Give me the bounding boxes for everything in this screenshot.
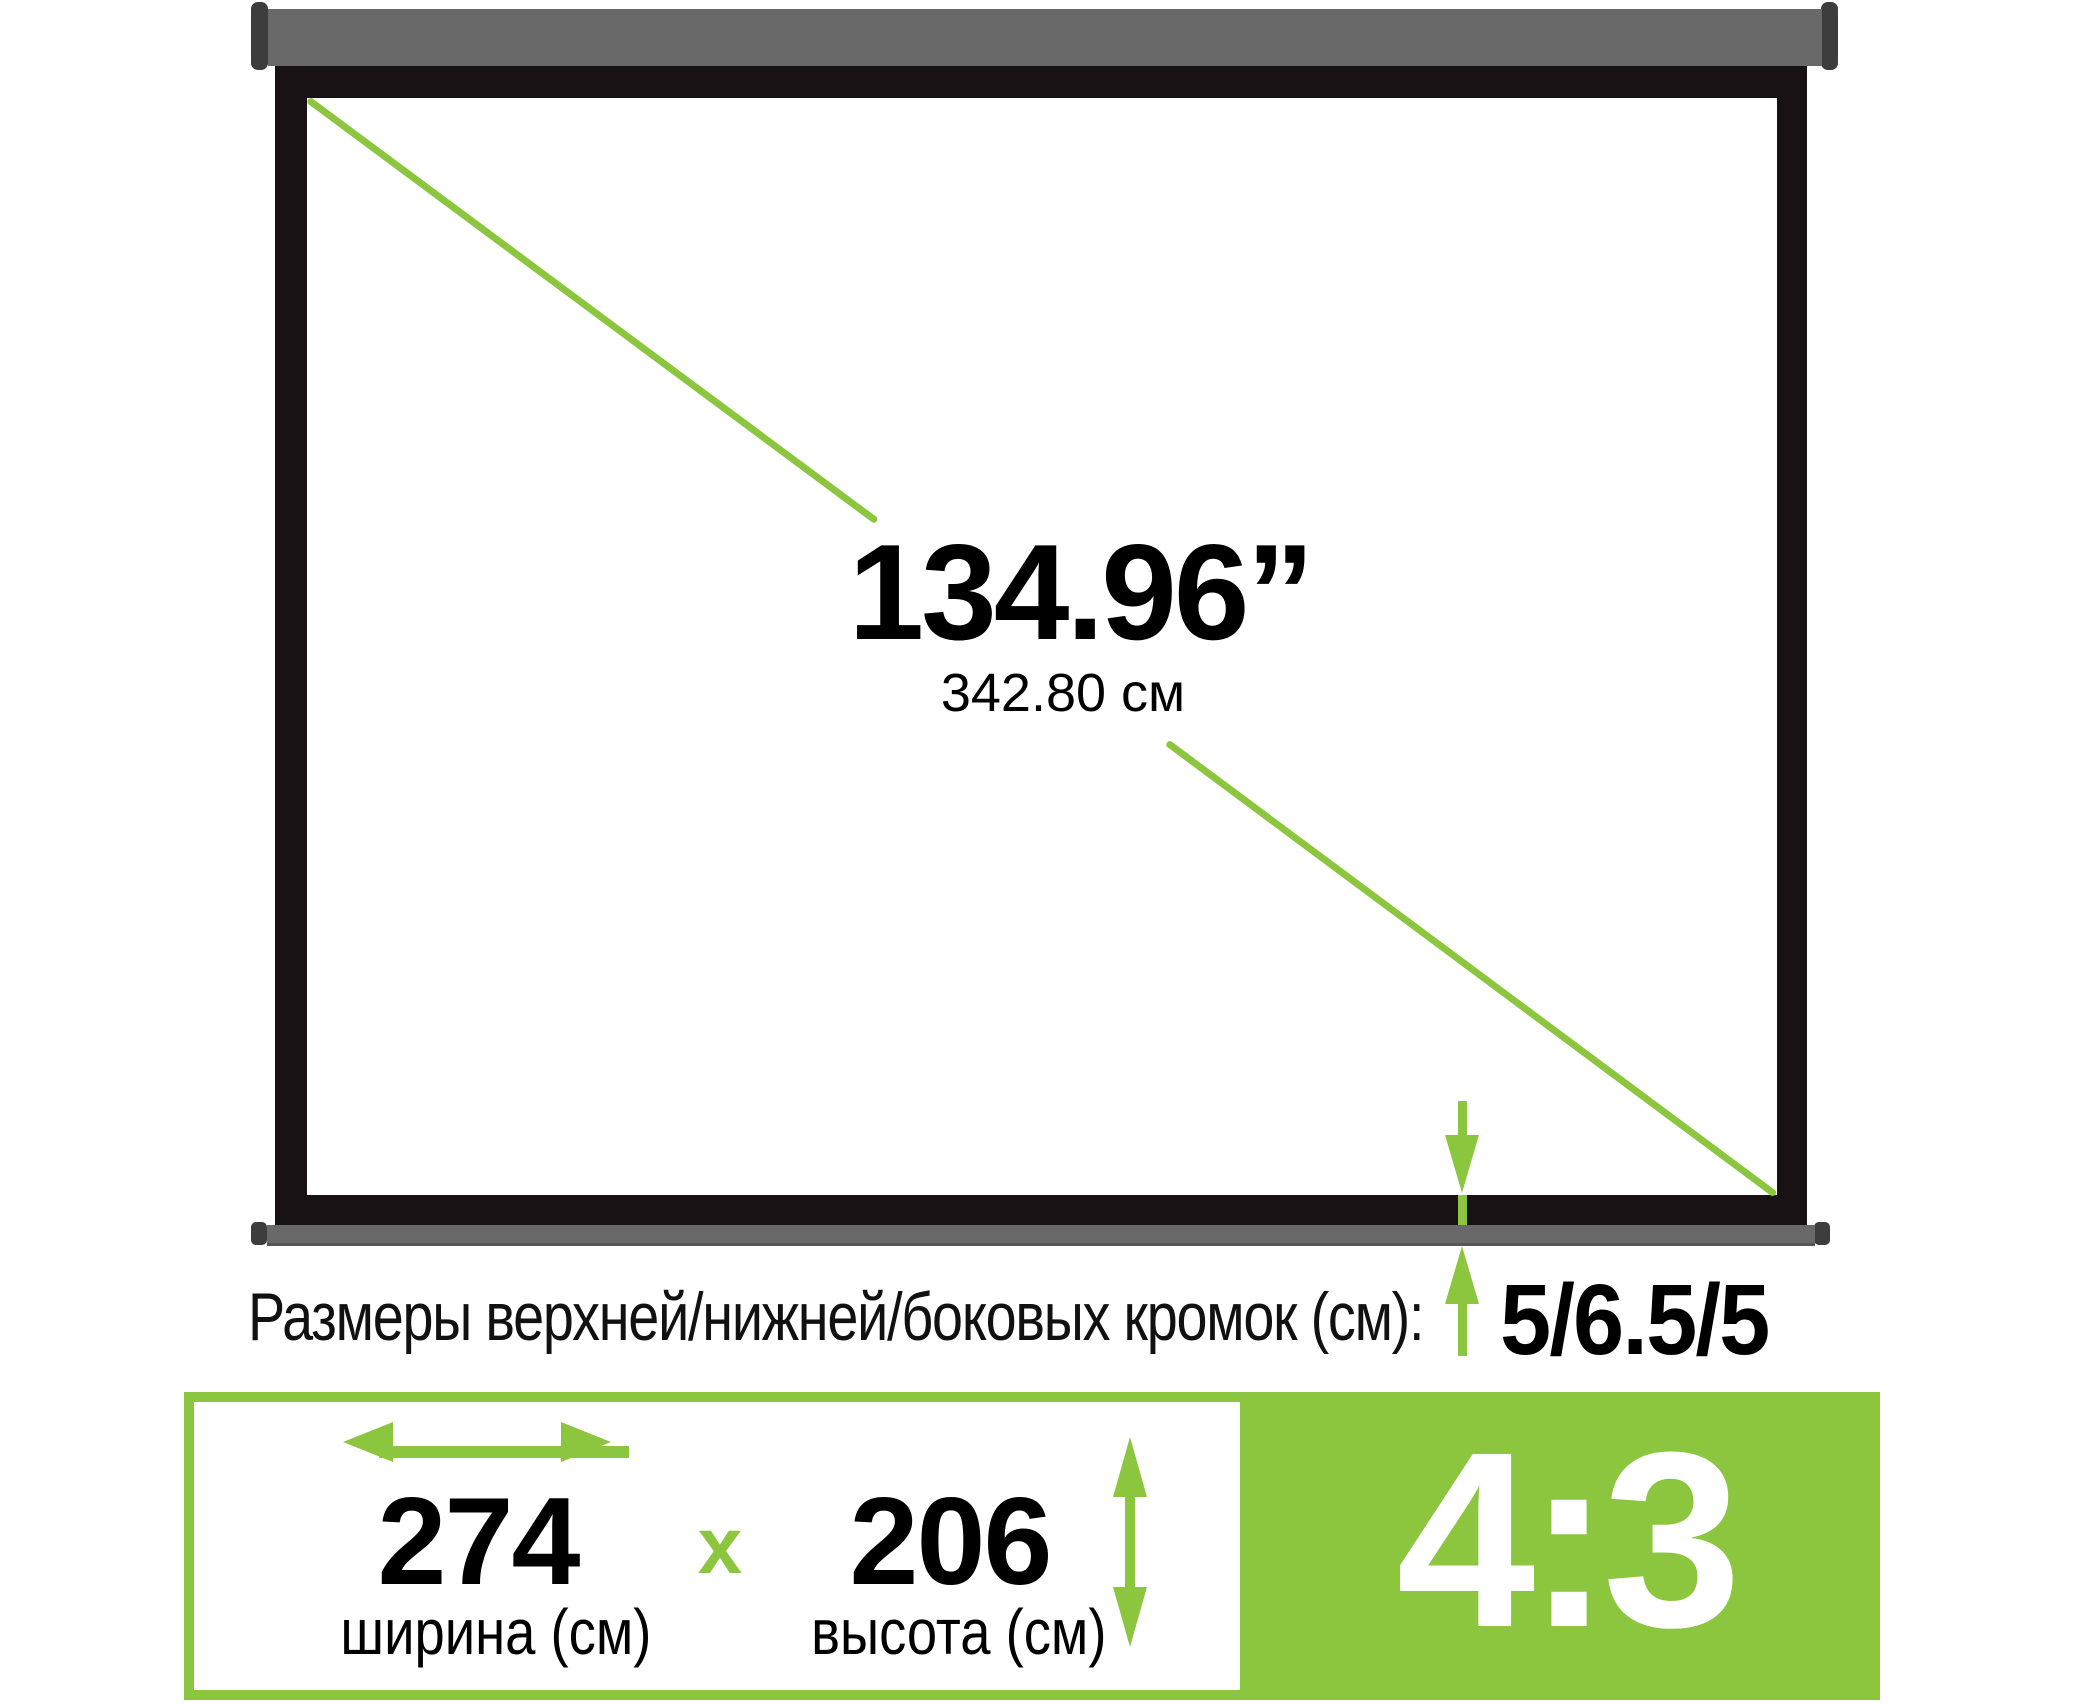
casing-right-cap: [1821, 2, 1838, 70]
edge-sizes-label: Размеры верхней/нижней/боковых кромок (с…: [248, 1279, 1425, 1355]
edge-arrow-up-icon: [1445, 1246, 1479, 1304]
edge-arrow-up-shaft: [1458, 1304, 1467, 1356]
slat-left-cap: [251, 1222, 267, 1245]
aspect-ratio-badge: 4:3: [1250, 1392, 1880, 1700]
width-value: 274: [377, 1473, 581, 1611]
edge-sizes-value: 5/6.5/5: [1500, 1264, 1770, 1376]
roller-casing-bar: [268, 9, 1822, 66]
bottom-slat-bar: [267, 1225, 1815, 1246]
height-arrow-shaft: [1125, 1497, 1135, 1587]
dimensions-separator: x: [697, 1501, 743, 1590]
aspect-ratio-value: 4:3: [1396, 1400, 1741, 1679]
height-arrow-up-icon: [1113, 1437, 1147, 1497]
casing-left-cap: [251, 2, 268, 70]
edge-through-line: [1458, 1195, 1467, 1225]
width-arrow-right-icon: [561, 1422, 611, 1462]
width-label: ширина (см): [340, 1596, 652, 1668]
dimensions-box: 274 x 206 ширина (см) высота (см): [184, 1392, 1250, 1700]
height-arrow-down-icon: [1113, 1587, 1147, 1647]
width-arrow-left-icon: [343, 1422, 393, 1462]
edge-arrow-down-shaft: [1458, 1101, 1467, 1137]
diagonal-size-inches: 134.96”: [848, 516, 1315, 668]
height-value: 206: [849, 1473, 1053, 1611]
dimensions-banner: 274 x 206 ширина (см) высота (см) 4:3: [184, 1392, 1880, 1700]
diagonal-size-cm: 342.80 см: [940, 663, 1186, 723]
edge-arrow-down-icon: [1445, 1135, 1479, 1193]
height-label: высота (см): [811, 1596, 1107, 1668]
slat-right-cap: [1814, 1222, 1830, 1245]
